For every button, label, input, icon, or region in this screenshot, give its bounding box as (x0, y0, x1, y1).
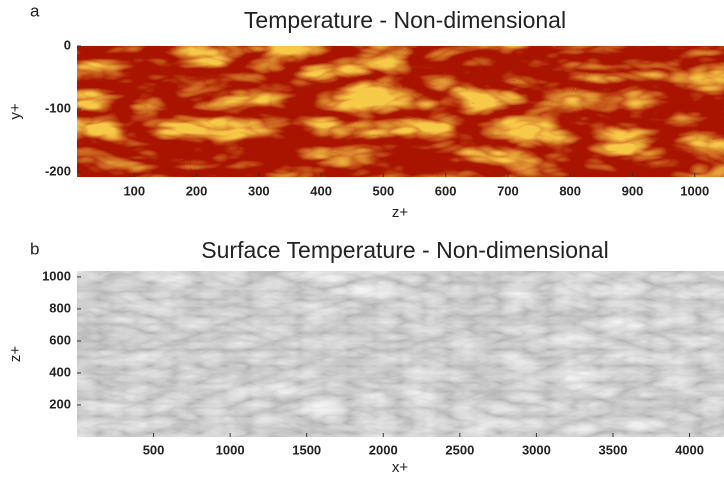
x-tick-label: 800 (559, 183, 581, 198)
y-tick-label: 400 (49, 364, 71, 379)
x-tick-label: 400 (310, 183, 332, 198)
x-tick-label: 600 (435, 183, 457, 198)
panel-label: a (30, 1, 40, 20)
x-tick-label: 200 (186, 183, 208, 198)
x-tick-label: 3000 (522, 442, 551, 457)
x-tick-label: 700 (497, 183, 519, 198)
x-tick-label: 2500 (445, 442, 474, 457)
y-tick-label: 0 (64, 37, 71, 52)
x-tick-label: 500 (373, 183, 395, 198)
y-tick-label: 800 (49, 300, 71, 315)
x-tick-label: 1500 (292, 442, 321, 457)
x-tick-label: 900 (622, 183, 644, 198)
y-tick-label: 1000 (42, 268, 71, 283)
y-tick-label: 200 (49, 396, 71, 411)
x-tick-label: 100 (123, 183, 145, 198)
chart-title: Surface Temperature - Non-dimensional (201, 237, 608, 263)
y-axis-label: z+ (7, 346, 24, 363)
x-tick-label: 500 (143, 442, 165, 457)
x-tick-label: 1000 (216, 442, 245, 457)
heatmap-texture (77, 271, 724, 437)
y-axis-label: y+ (7, 103, 24, 120)
heatmap-texture (77, 46, 724, 177)
x-tick-label: 1000 (680, 183, 709, 198)
chart-title: Temperature - Non-dimensional (244, 7, 566, 33)
x-tick-label: 3500 (599, 442, 628, 457)
panel-label: b (30, 239, 39, 258)
x-tick-label: 300 (248, 183, 270, 198)
y-tick-label: 600 (49, 332, 71, 347)
x-tick-label: 4000 (675, 442, 704, 457)
y-tick-label: -100 (45, 100, 71, 115)
y-tick-label: -200 (45, 163, 71, 178)
x-axis-label: x+ (392, 459, 409, 476)
x-tick-label: 2000 (369, 442, 398, 457)
x-axis-label: z+ (392, 204, 409, 221)
